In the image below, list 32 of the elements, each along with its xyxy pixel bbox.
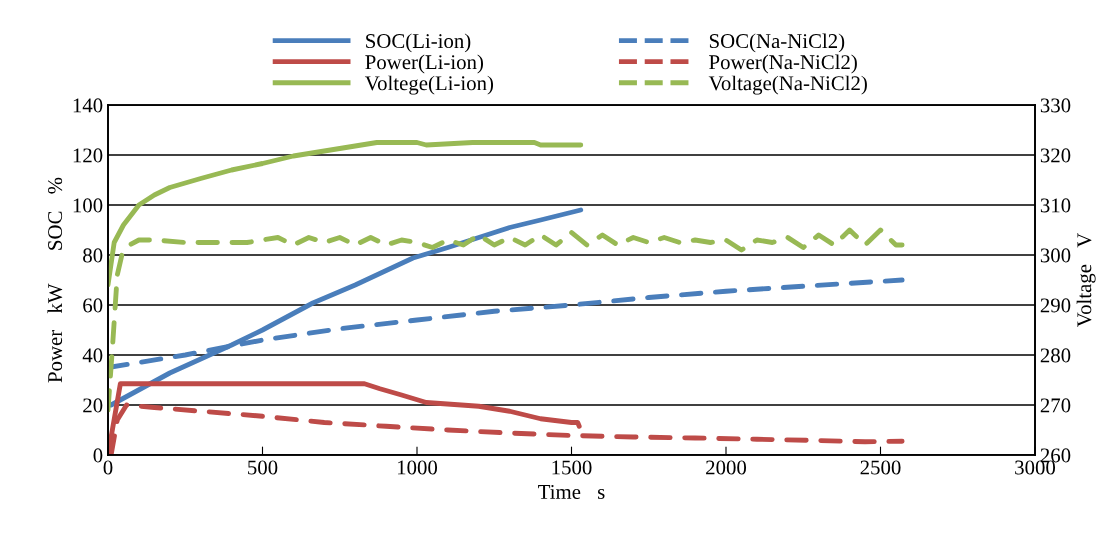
x-tick-label: 1500 — [552, 460, 592, 475]
legend-label: Voltage(Na-NiCl2) — [708, 75, 867, 95]
legend-label: Power(Na-NiCl2) — [709, 54, 857, 74]
y2-tick-label: 300 — [1040, 248, 1071, 263]
y-tick-label: 80 — [83, 248, 103, 263]
y-tick-label: 140 — [73, 98, 103, 113]
line-series — [108, 140, 584, 288]
y-tick-label: 100 — [73, 198, 103, 213]
y2-tick-label: 310 — [1040, 198, 1071, 213]
line-series — [108, 227, 905, 413]
y2-tick-label: 280 — [1040, 348, 1071, 363]
x-tick-label: 500 — [248, 460, 278, 475]
y2-tick-label: 270 — [1040, 398, 1071, 413]
x-tick-label: 2500 — [860, 460, 901, 475]
legend-label: SOC(Na-NiCl2) — [709, 33, 845, 53]
x-tick-label: 2000 — [706, 460, 747, 475]
y-axis-title: Power kW SOC % — [47, 177, 63, 383]
y2-tick-label: 320 — [1040, 148, 1071, 163]
legend-label: Power(Li-ion) — [365, 54, 484, 74]
x-tick-label: 0 — [103, 460, 113, 475]
y2-tick-label: 330 — [1040, 98, 1071, 113]
y-tick-label: 0 — [93, 448, 103, 463]
y-tick-label: 40 — [82, 348, 103, 363]
y2-axis-title: Voltage V — [1076, 232, 1096, 328]
y-tick-label: 20 — [83, 398, 103, 413]
x-tick-label: 1000 — [398, 460, 438, 475]
legend-label: Voltege(Li-ion) — [364, 75, 494, 95]
y-tick-label: 60 — [83, 298, 103, 313]
y2-tick-label: 290 — [1040, 298, 1071, 313]
y-tick-label: 120 — [73, 148, 103, 163]
x-axis-title: Time s — [538, 484, 605, 499]
legend-label: SOC(Li-ion) — [366, 33, 471, 53]
